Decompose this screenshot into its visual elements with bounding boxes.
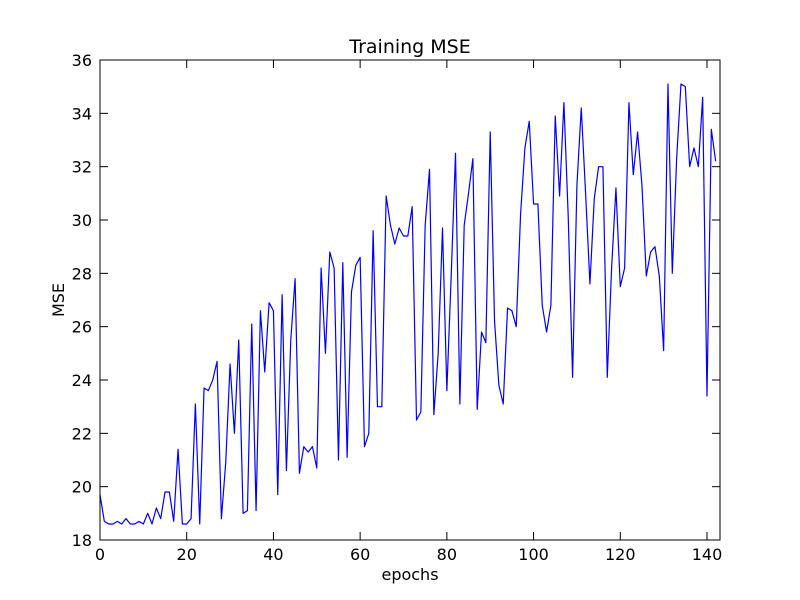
y-axis-label: MSE	[49, 283, 68, 317]
plot-area	[100, 60, 720, 540]
y-tick-label: 32	[72, 158, 92, 177]
x-tick-label: 60	[350, 545, 370, 564]
y-tick-label: 26	[72, 318, 92, 337]
y-tick-label: 18	[72, 531, 92, 550]
y-tick-label: 30	[72, 211, 92, 230]
y-tick-label: 22	[72, 424, 92, 443]
x-axis-label: epochs	[381, 565, 438, 584]
y-tick-label: 24	[72, 371, 92, 390]
y-tick-label: 36	[72, 51, 92, 70]
x-tick-label: 100	[518, 545, 549, 564]
x-tick-label: 80	[437, 545, 457, 564]
x-tick-label: 120	[605, 545, 636, 564]
x-tick-label: 0	[95, 545, 105, 564]
plot-frame	[99, 59, 721, 541]
y-tick-label: 34	[72, 104, 92, 123]
chart-title: Training MSE	[348, 36, 470, 58]
series-layer	[99, 83, 717, 525]
x-tick-label: 140	[692, 545, 723, 564]
x-tick-label: 20	[177, 545, 197, 564]
x-tick-label: 40	[263, 545, 283, 564]
y-tick-label: 20	[72, 478, 92, 497]
y-tick-label: 28	[72, 264, 92, 283]
axis-ticks: 0 20 40 60 80 100 120 140 18 20 22 24 26 28 30 32 34 36	[72, 51, 723, 564]
